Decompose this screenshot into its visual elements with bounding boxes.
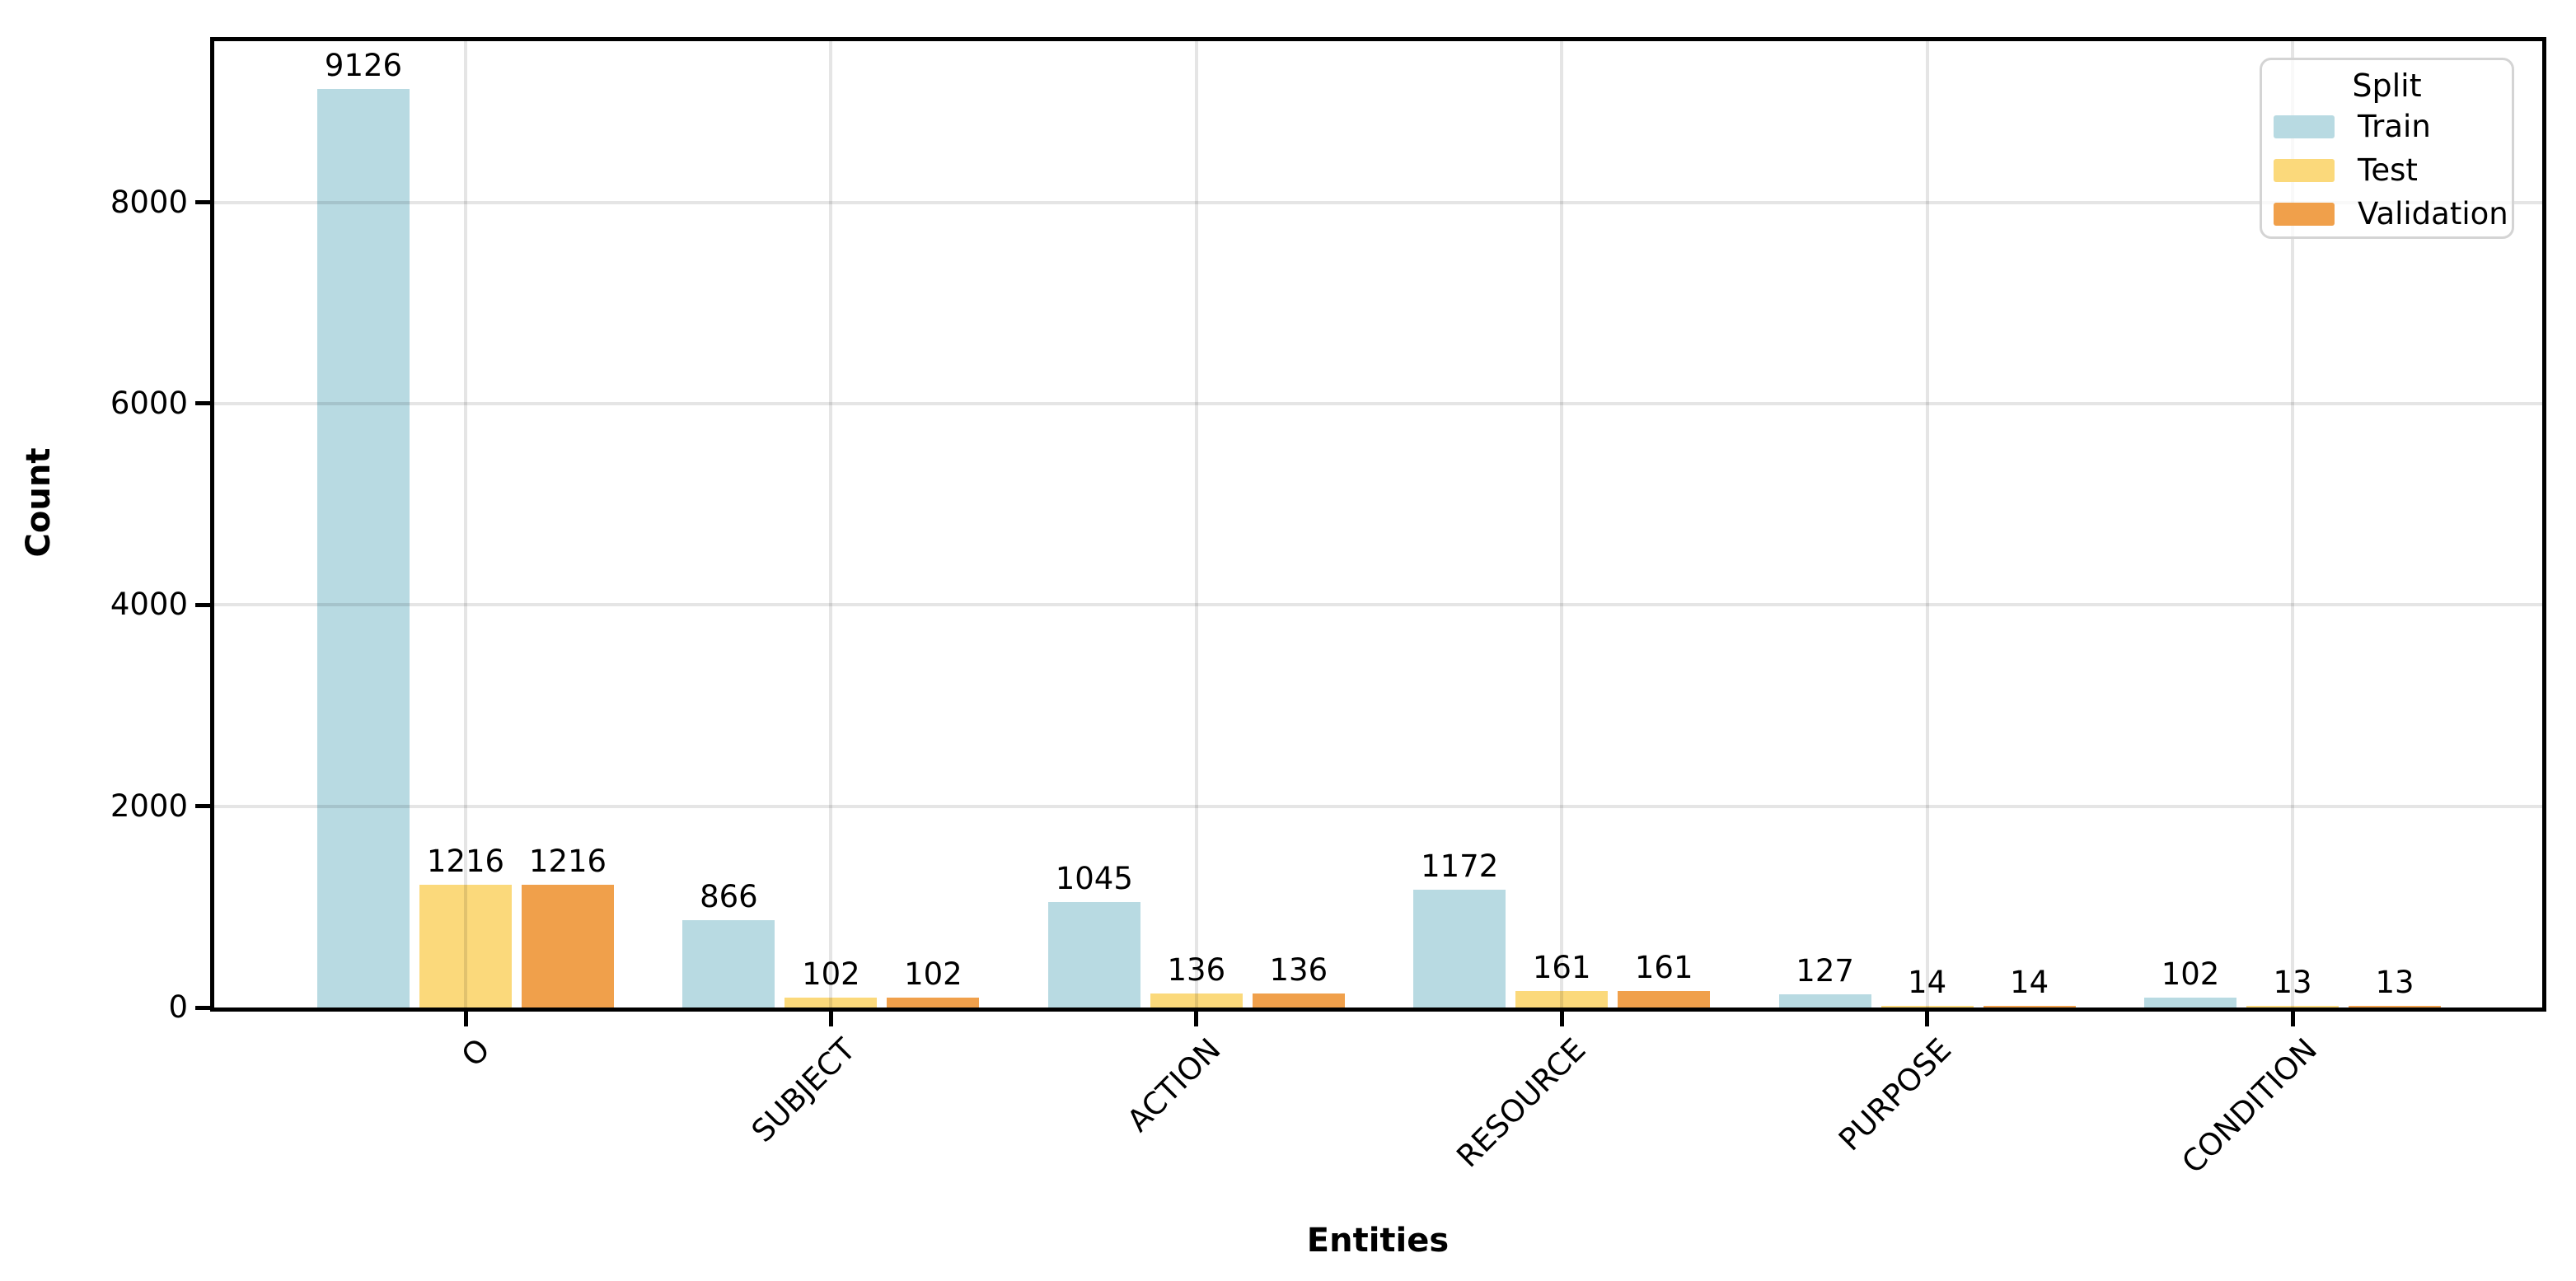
bar-test-condition	[2246, 1006, 2339, 1008]
gridline-vertical	[829, 41, 833, 1008]
bar-validation-action	[1252, 993, 1345, 1008]
plot-area: 9126 1216 1216 866 102 102 1045 136 136 1172 161 16…	[210, 37, 2546, 1012]
y-tick-label: 0	[168, 989, 188, 1025]
legend-entry-train: Train	[2262, 105, 2512, 148]
legend-entry-validation: Validation	[2262, 192, 2512, 236]
bar-test-action	[1150, 993, 1243, 1008]
bar-value-label: 1045	[1055, 861, 1133, 897]
gridline-horizontal	[214, 603, 2542, 607]
bar-value-label: 102	[2161, 956, 2220, 992]
y-tick-mark	[195, 602, 210, 607]
y-tick-mark	[195, 200, 210, 204]
bar-train-purpose	[1778, 994, 1871, 1008]
bar-train-action	[1047, 902, 1140, 1008]
gridline-horizontal	[214, 200, 2542, 204]
bar-validation-purpose	[1983, 1006, 2076, 1008]
legend-entry-label: Test	[2358, 152, 2418, 188]
x-tick-label: O	[454, 1031, 497, 1074]
x-tick-mark	[828, 1012, 833, 1026]
bar-value-label: 136	[1269, 952, 1328, 989]
bar-value-label: 1172	[1421, 848, 1499, 884]
y-tick-mark	[195, 804, 210, 809]
x-tick-label: RESOURCE	[1450, 1031, 1593, 1175]
bar-value-label: 102	[802, 956, 860, 992]
gridline-vertical	[1194, 41, 1198, 1008]
x-tick-mark	[1559, 1012, 1564, 1026]
x-tick-mark	[1194, 1012, 1199, 1026]
x-tick-label: PURPOSE	[1832, 1031, 1959, 1158]
x-tick-mark	[1925, 1012, 1930, 1026]
legend-swatch-test-icon	[2274, 158, 2335, 182]
y-tick-label: 8000	[110, 184, 188, 220]
y-axis-label: Count	[20, 447, 58, 558]
y-tick-label: 4000	[110, 587, 188, 623]
bar-value-label: 127	[1796, 953, 1854, 989]
legend-entry-label: Train	[2358, 108, 2431, 144]
bar-validation-o	[522, 885, 614, 1008]
x-tick-mark	[2290, 1012, 2295, 1026]
bar-test-purpose	[1880, 1006, 1974, 1008]
x-tick-label: ACTION	[1120, 1031, 1228, 1139]
bar-value-label: 9126	[324, 47, 403, 83]
gridline-vertical	[1560, 41, 1564, 1008]
bar-train-resource	[1413, 889, 1506, 1008]
bar-train-subject	[682, 920, 775, 1008]
legend: Split Train Test Validation	[2260, 58, 2514, 239]
bar-validation-subject	[887, 997, 980, 1008]
bar-value-label: 1216	[426, 844, 505, 880]
bar-value-label: 866	[700, 879, 758, 915]
legend-swatch-validation-icon	[2274, 202, 2335, 226]
bar-value-label: 14	[2010, 965, 2049, 1001]
legend-title: Split	[2352, 68, 2422, 104]
bar-validation-resource	[1618, 991, 1711, 1008]
y-tick-label: 6000	[110, 385, 188, 421]
y-tick-mark	[195, 401, 210, 406]
x-axis-label: Entities	[1306, 1222, 1450, 1260]
bar-value-label: 13	[2273, 965, 2312, 1001]
x-tick-label: CONDITION	[2175, 1031, 2324, 1180]
legend-entry-label: Validation	[2358, 195, 2508, 231]
legend-entry-test: Test	[2262, 148, 2512, 192]
bar-validation-condition	[2349, 1006, 2441, 1008]
bar-train-condition	[2144, 997, 2236, 1008]
bar-value-label: 161	[1532, 950, 1591, 986]
legend-swatch-train-icon	[2274, 115, 2335, 138]
gridline-horizontal	[214, 401, 2542, 405]
bar-test-subject	[785, 997, 878, 1008]
bar-value-label: 1216	[528, 844, 607, 880]
bar-value-label: 13	[2375, 965, 2414, 1001]
bar-test-o	[419, 885, 512, 1008]
bar-value-label: 102	[904, 956, 962, 992]
gridline-horizontal	[214, 804, 2542, 808]
y-tick-label: 2000	[110, 788, 188, 824]
bar-value-label: 161	[1634, 950, 1693, 986]
x-tick-mark	[463, 1012, 468, 1026]
gridline-vertical	[1925, 41, 1929, 1008]
bar-test-resource	[1515, 991, 1609, 1008]
y-tick-mark	[195, 1005, 210, 1010]
bar-value-label: 14	[1908, 965, 1947, 1001]
bar-train-o	[317, 88, 410, 1008]
bar-value-label: 136	[1167, 952, 1226, 989]
x-tick-label: SUBJECT	[744, 1031, 863, 1149]
